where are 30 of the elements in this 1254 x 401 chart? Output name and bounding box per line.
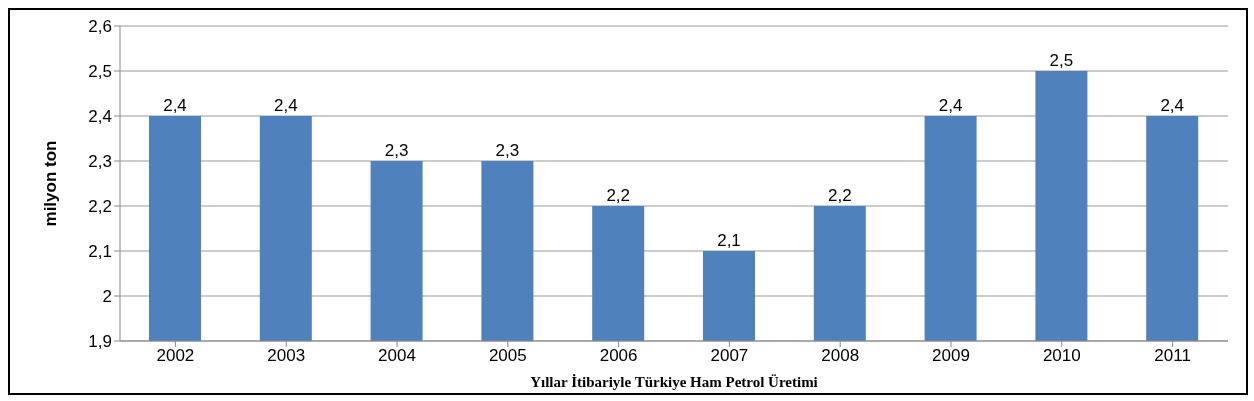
x-tick-label: 2004 — [378, 346, 416, 366]
y-tick-label: 2 — [102, 287, 112, 307]
y-tick-label: 2,3 — [88, 152, 112, 172]
y-tick-label: 2,1 — [88, 242, 112, 262]
y-tick-label: 1,9 — [88, 332, 112, 352]
data-label: 2,4 — [938, 96, 963, 115]
data-label: 2,1 — [717, 231, 741, 250]
x-tick-label: 2007 — [710, 346, 749, 366]
x-tick-label: 2003 — [267, 346, 306, 366]
data-label: 2,3 — [495, 141, 520, 160]
y-tick-label: 2,6 — [88, 17, 112, 37]
x-tick-label: 2008 — [821, 346, 860, 366]
data-label: 2,4 — [273, 96, 298, 115]
data-label: 2,2 — [606, 186, 631, 205]
y-tick-label: 2,2 — [88, 197, 112, 217]
y-axis-title: milyon ton — [41, 140, 61, 227]
data-label: 2,4 — [163, 96, 187, 115]
y-tick-label: 2,5 — [88, 62, 112, 82]
x-tick-label: 2002 — [156, 346, 195, 366]
data-label: 2,5 — [1049, 51, 1074, 70]
x-tick-label: 2011 — [1154, 346, 1191, 366]
x-tick-label: 2006 — [599, 346, 638, 366]
data-label: 2,3 — [384, 141, 409, 160]
y-tick-label: 2,4 — [88, 107, 112, 127]
x-tick-label: 2010 — [1042, 346, 1081, 366]
x-tick-label: 2009 — [932, 346, 970, 366]
data-label: 2,2 — [827, 186, 852, 205]
x-tick-label: 2005 — [488, 346, 527, 366]
x-axis-title: Yıllar İtibariyle Türkiye Ham Petrol Üretimi — [530, 374, 818, 390]
data-label: 2,4 — [1160, 96, 1185, 115]
